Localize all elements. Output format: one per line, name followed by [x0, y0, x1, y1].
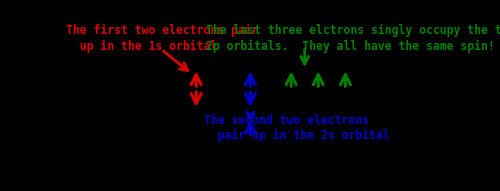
Text: The last three elctrons singly occupy the three
2p orbitals.  They all have the : The last three elctrons singly occupy th…: [206, 24, 500, 53]
Text: The first two electrons pair
  up in the 1s orbital: The first two electrons pair up in the 1…: [66, 24, 259, 53]
Text: The second two electrons
  pair up in the 2s orbital: The second two electrons pair up in the …: [204, 114, 390, 142]
